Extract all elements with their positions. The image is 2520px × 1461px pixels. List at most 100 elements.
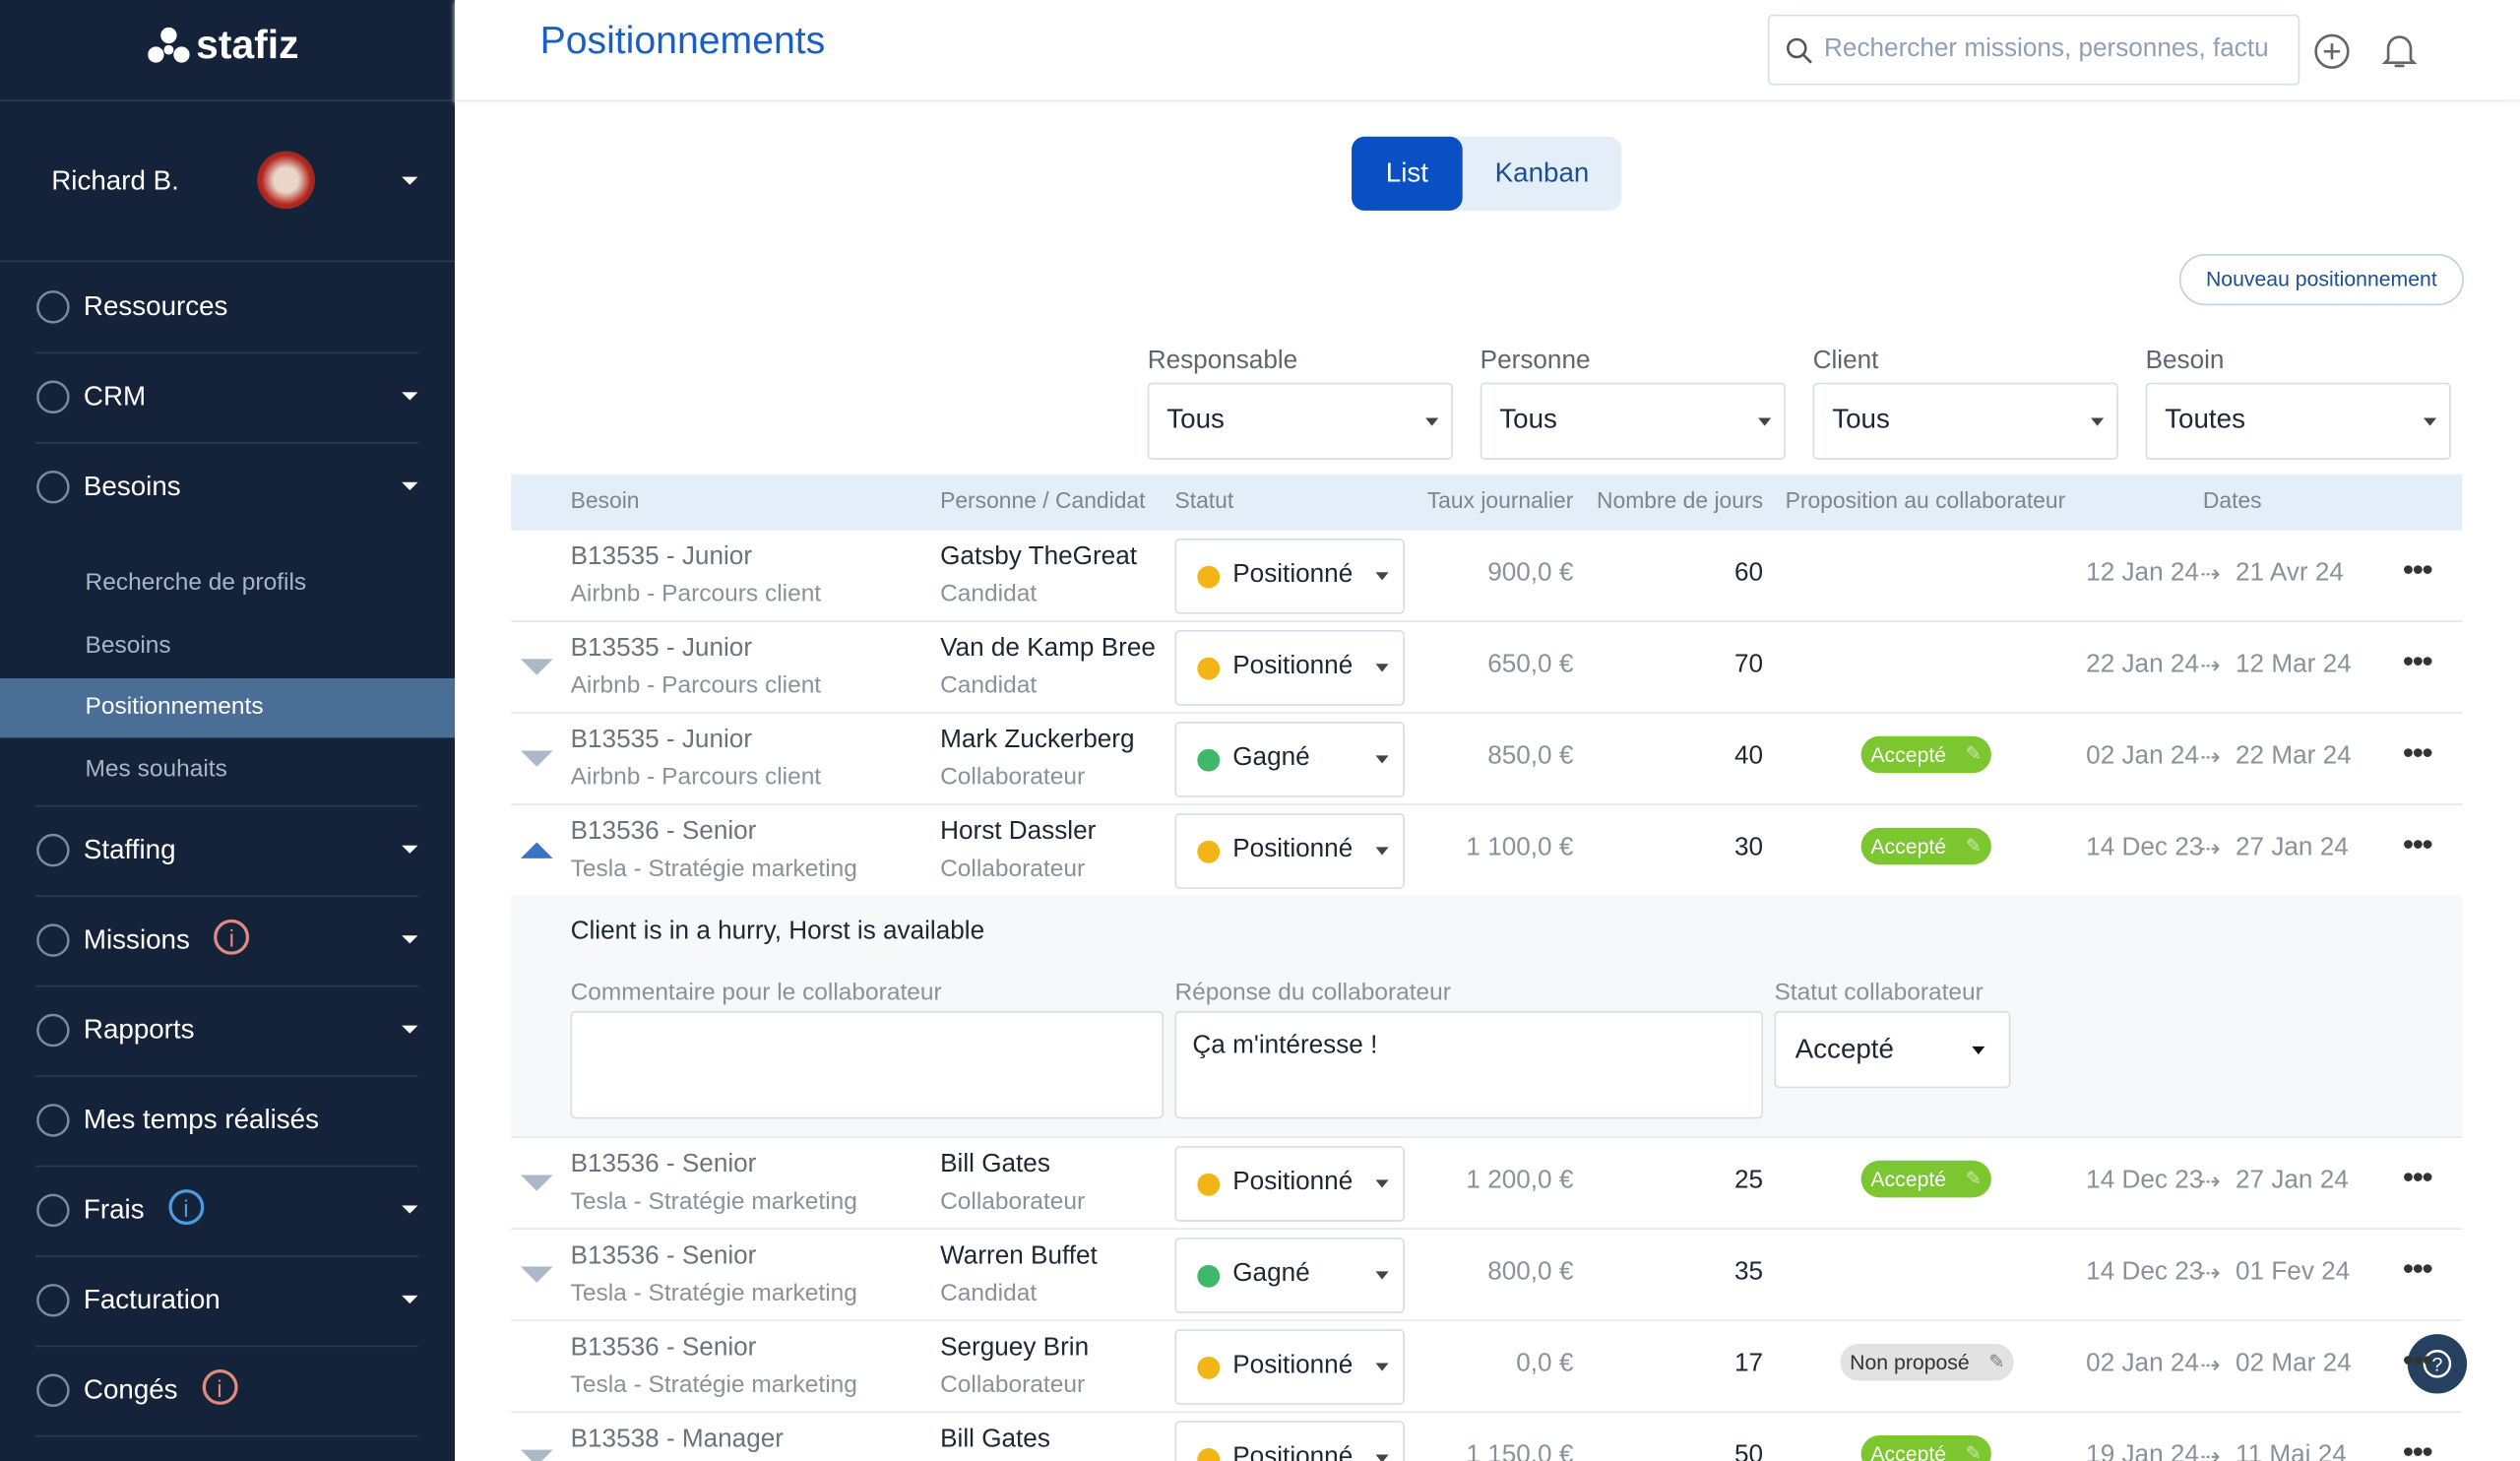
status-select[interactable]: Positionné bbox=[1174, 630, 1404, 706]
expand-toggle[interactable] bbox=[521, 1450, 553, 1461]
separator bbox=[35, 895, 418, 897]
expand-toggle[interactable] bbox=[521, 1175, 553, 1190]
comment-input[interactable] bbox=[571, 1011, 1164, 1118]
role: Collaborateur bbox=[940, 1188, 1085, 1216]
person[interactable]: Warren Buffet bbox=[940, 1242, 1098, 1271]
info-icon[interactable]: i bbox=[168, 1189, 204, 1225]
proposal-badge[interactable]: Non proposé✎ bbox=[1840, 1344, 2014, 1381]
proposal-badge[interactable]: Accepté✎ bbox=[1861, 1161, 1991, 1198]
info-icon[interactable]: i bbox=[214, 920, 249, 955]
user-caret[interactable] bbox=[402, 177, 417, 185]
page-title: Positionnements bbox=[540, 20, 826, 65]
sub-item[interactable]: Recherche de profils bbox=[86, 569, 307, 597]
status-select[interactable]: Positionné bbox=[1174, 539, 1404, 614]
status-select[interactable]: Positionné bbox=[1174, 1146, 1404, 1222]
status-select[interactable]: Gagné bbox=[1174, 722, 1404, 797]
person[interactable]: Bill Gates bbox=[940, 1426, 1050, 1454]
row-menu[interactable]: ••• bbox=[2403, 1435, 2431, 1461]
separator bbox=[35, 1255, 418, 1257]
filter-select[interactable]: Tous bbox=[1480, 383, 1786, 460]
nav-item[interactable]: Rapports bbox=[84, 1014, 195, 1047]
status-dot bbox=[1197, 1174, 1220, 1196]
edit-icon[interactable]: ✎ bbox=[1988, 1350, 2004, 1372]
person[interactable]: Serguey Brin bbox=[940, 1334, 1089, 1363]
proposal-badge[interactable]: Accepté✎ bbox=[1861, 828, 1991, 865]
row-menu[interactable]: ••• bbox=[2403, 1161, 2431, 1198]
proposal-badge[interactable]: Accepté✎ bbox=[1861, 1435, 1991, 1461]
bell-icon[interactable] bbox=[2380, 31, 2419, 72]
proposal-badge[interactable]: Accepté✎ bbox=[1861, 736, 1991, 774]
dropdown-caret bbox=[2091, 417, 2104, 425]
person[interactable]: Bill Gates bbox=[940, 1151, 1050, 1179]
dropdown-caret bbox=[1758, 417, 1771, 425]
caret[interactable] bbox=[402, 482, 417, 490]
sub-item[interactable]: Positionnements bbox=[86, 693, 264, 721]
person[interactable]: Mark Zuckerberg bbox=[940, 727, 1134, 755]
nav-item[interactable]: Frais bbox=[84, 1194, 145, 1227]
caret[interactable] bbox=[402, 935, 417, 943]
person[interactable]: Gatsby TheGreat bbox=[940, 543, 1137, 572]
edit-icon[interactable]: ✎ bbox=[1966, 742, 1982, 765]
row-menu[interactable]: ••• bbox=[2403, 553, 2431, 591]
row-menu[interactable]: ••• bbox=[2403, 1252, 2431, 1290]
edit-icon[interactable]: ✎ bbox=[1966, 834, 1982, 857]
answer-input[interactable]: Ça m'intéresse ! bbox=[1174, 1011, 1763, 1118]
info-icon[interactable]: i bbox=[202, 1369, 237, 1405]
rate: 900,0 € bbox=[1487, 559, 1573, 588]
field-label: Commentaire pour le collaborateur bbox=[571, 979, 942, 1006]
search[interactable]: Rechercher missions, personnes, factu bbox=[1768, 15, 2300, 86]
nav-item[interactable]: CRM bbox=[84, 381, 146, 413]
status-dot bbox=[1197, 658, 1220, 680]
column-header: Proposition au collaborateur bbox=[1765, 487, 2087, 513]
status-dot bbox=[1197, 566, 1220, 589]
date-arrow: ⇢ bbox=[2200, 834, 2221, 862]
nav-item[interactable]: Facturation bbox=[84, 1284, 220, 1316]
column-header: Nombre de jours bbox=[1597, 487, 1763, 513]
nav-item[interactable]: Ressources bbox=[84, 291, 228, 324]
filter-select[interactable]: Toutes bbox=[2146, 383, 2451, 460]
tab[interactable]: List bbox=[1352, 137, 1463, 211]
caret[interactable] bbox=[402, 392, 417, 400]
status-select[interactable]: Gagné bbox=[1174, 1238, 1404, 1313]
row-border bbox=[511, 712, 2462, 714]
person[interactable]: Horst Dassler bbox=[940, 818, 1096, 847]
expand-toggle[interactable] bbox=[521, 750, 553, 766]
filter-select[interactable]: Tous bbox=[1813, 383, 2118, 460]
nav-icon bbox=[35, 1192, 71, 1228]
row-menu[interactable]: ••• bbox=[2403, 828, 2431, 865]
nav-item[interactable]: Mes temps réalisés bbox=[84, 1105, 319, 1137]
expand-toggle[interactable] bbox=[521, 843, 553, 858]
add-icon[interactable] bbox=[2312, 32, 2351, 71]
expand-toggle[interactable] bbox=[521, 659, 553, 674]
caret[interactable] bbox=[402, 1205, 417, 1213]
new-button[interactable]: Nouveau positionnement bbox=[2179, 254, 2464, 305]
sub-item[interactable]: Mes souhaits bbox=[86, 755, 227, 783]
row-menu[interactable]: ••• bbox=[2403, 736, 2431, 774]
dropdown-caret bbox=[1376, 1271, 1389, 1279]
nav-item[interactable]: Staffing bbox=[84, 834, 176, 866]
nav-item[interactable]: Congés bbox=[84, 1374, 178, 1407]
person[interactable]: Van de Kamp Bree bbox=[940, 635, 1156, 664]
expand-toggle[interactable] bbox=[521, 1267, 553, 1283]
status-select[interactable]: Positionné bbox=[1174, 1421, 1404, 1461]
edit-icon[interactable]: ✎ bbox=[1966, 1167, 1982, 1189]
collab-status-select[interactable]: Accepté bbox=[1774, 1011, 2010, 1088]
sub-item[interactable]: Besoins bbox=[86, 631, 171, 659]
separator bbox=[35, 1435, 418, 1437]
row-menu[interactable]: ••• bbox=[2403, 645, 2431, 682]
caret[interactable] bbox=[402, 1296, 417, 1303]
nav-item[interactable]: Besoins bbox=[84, 471, 181, 503]
status-select[interactable]: Positionné bbox=[1174, 813, 1404, 889]
status-select[interactable]: Positionné bbox=[1174, 1329, 1404, 1405]
user-name[interactable]: Richard B. bbox=[51, 165, 179, 198]
caret[interactable] bbox=[402, 1026, 417, 1034]
nav-icon bbox=[35, 1013, 71, 1048]
nav-item[interactable]: Missions bbox=[84, 924, 190, 957]
filter-select[interactable]: Tous bbox=[1148, 383, 1453, 460]
caret[interactable] bbox=[402, 846, 417, 854]
row-menu[interactable]: ••• bbox=[2403, 1344, 2431, 1381]
edit-icon[interactable]: ✎ bbox=[1966, 1441, 1982, 1461]
date-arrow: ⇢ bbox=[2200, 1167, 2221, 1195]
tab[interactable]: Kanban bbox=[1463, 137, 1622, 211]
